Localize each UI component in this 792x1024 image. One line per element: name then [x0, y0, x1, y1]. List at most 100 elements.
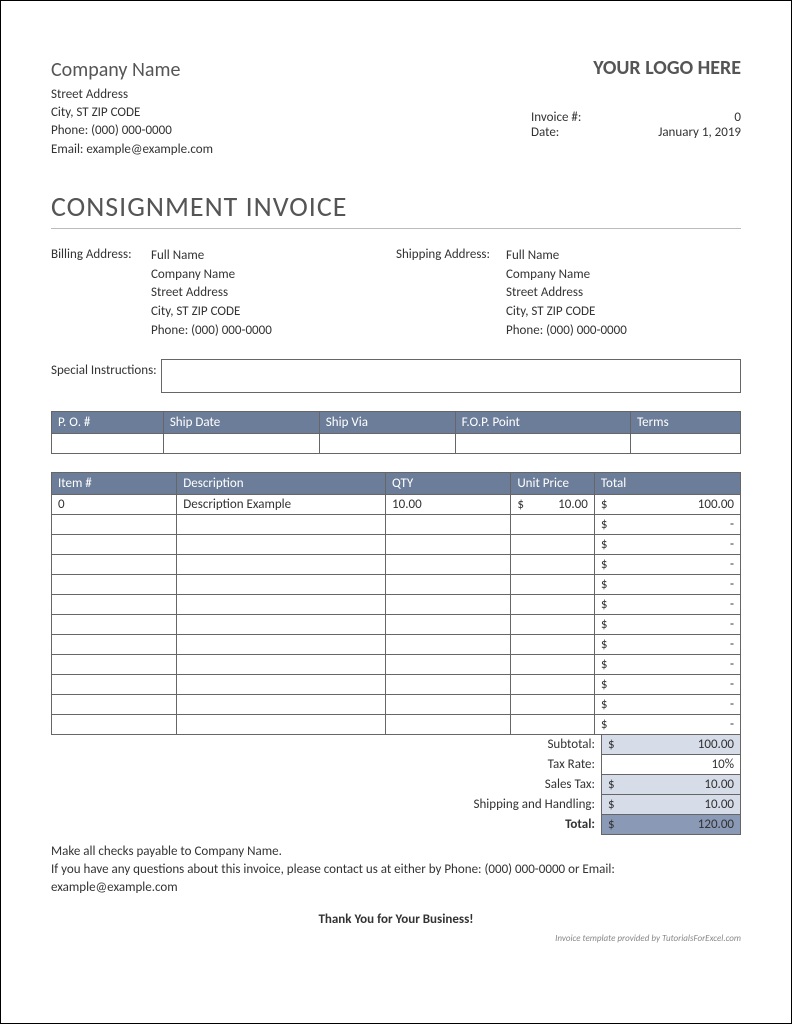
- item-cell[interactable]: [177, 594, 386, 614]
- item-cell[interactable]: [177, 554, 386, 574]
- unit-price-cell[interactable]: [511, 634, 595, 654]
- po-header: P. O. #: [52, 411, 164, 433]
- items-header: Unit Price: [511, 472, 595, 494]
- total-value: $120.00: [601, 815, 741, 835]
- unit-price-cell[interactable]: [511, 534, 595, 554]
- item-cell[interactable]: [386, 674, 511, 694]
- po-cell[interactable]: [52, 433, 164, 453]
- shipping-address: Shipping Address: Full Name Company Name…: [396, 247, 741, 341]
- company-phone: Phone: (000) 000-0000: [51, 122, 213, 140]
- table-row: $-: [52, 714, 741, 734]
- item-cell[interactable]: [52, 714, 177, 734]
- item-cell[interactable]: [177, 654, 386, 674]
- logo-block: YOUR LOGO HERE Invoice #: 0 Date: Januar…: [531, 56, 741, 159]
- item-cell[interactable]: [386, 714, 511, 734]
- footer-notes: Make all checks payable to Company Name.…: [51, 843, 741, 898]
- table-row: $-: [52, 514, 741, 534]
- item-cell[interactable]: [386, 614, 511, 634]
- po-table: P. O. #Ship DateShip ViaF.O.P. PointTerm…: [51, 411, 741, 454]
- po-cell[interactable]: [319, 433, 455, 453]
- taxrate-label: Tax Rate:: [51, 755, 601, 775]
- unit-price-cell[interactable]: [511, 654, 595, 674]
- document-title: CONSIGNMENT INVOICE: [51, 189, 741, 224]
- item-cell[interactable]: [386, 594, 511, 614]
- company-email: Email: example@example.com: [51, 141, 213, 159]
- unit-price-cell[interactable]: [511, 714, 595, 734]
- total-cell: $100.00: [594, 494, 740, 514]
- item-cell[interactable]: 0: [52, 494, 177, 514]
- items-header: QTY: [386, 472, 511, 494]
- table-row: $-: [52, 634, 741, 654]
- item-cell[interactable]: [52, 534, 177, 554]
- item-cell[interactable]: [177, 714, 386, 734]
- shipping-name: Full Name: [506, 247, 627, 266]
- item-cell[interactable]: [52, 514, 177, 534]
- shipping-phone: Phone: (000) 000-0000: [506, 322, 627, 341]
- po-cell[interactable]: [455, 433, 630, 453]
- special-box[interactable]: [161, 359, 741, 393]
- unit-price-cell[interactable]: [511, 614, 595, 634]
- table-row: 0Description Example10.00$10.00$100.00: [52, 494, 741, 514]
- po-cell[interactable]: [163, 433, 319, 453]
- item-cell[interactable]: [52, 574, 177, 594]
- item-cell[interactable]: [177, 534, 386, 554]
- title-rule: [51, 228, 741, 229]
- summary: Subtotal: $100.00 Tax Rate: 10% Sales Ta…: [51, 735, 741, 835]
- item-cell[interactable]: [386, 634, 511, 654]
- invoice-meta: Invoice #: 0 Date: January 1, 2019: [531, 110, 741, 140]
- item-cell[interactable]: [52, 694, 177, 714]
- item-cell[interactable]: 10.00: [386, 494, 511, 514]
- total-cell: $-: [594, 554, 740, 574]
- item-cell[interactable]: Description Example: [177, 494, 386, 514]
- item-cell[interactable]: [52, 654, 177, 674]
- shipping-handling-value: $10.00: [601, 795, 741, 815]
- item-cell[interactable]: [386, 694, 511, 714]
- item-cell[interactable]: [52, 554, 177, 574]
- company-city: City, ST ZIP CODE: [51, 104, 213, 122]
- shipping-handling-label: Shipping and Handling:: [51, 795, 601, 815]
- po-cell[interactable]: [631, 433, 741, 453]
- item-cell[interactable]: [177, 674, 386, 694]
- item-cell[interactable]: [386, 574, 511, 594]
- total-cell: $-: [594, 694, 740, 714]
- unit-price-cell[interactable]: [511, 574, 595, 594]
- company-block: Company Name Street Address City, ST ZIP…: [51, 56, 213, 159]
- total-cell: $-: [594, 674, 740, 694]
- po-header: Ship Via: [319, 411, 455, 433]
- item-cell[interactable]: [386, 654, 511, 674]
- items-table: Item #DescriptionQTYUnit PriceTotal 0Des…: [51, 472, 741, 735]
- item-cell[interactable]: [177, 574, 386, 594]
- shipping-street: Street Address: [506, 284, 627, 303]
- item-cell[interactable]: [177, 514, 386, 534]
- item-cell[interactable]: [177, 634, 386, 654]
- company-name: Company Name: [51, 56, 213, 84]
- invoice-number-label: Invoice #:: [531, 110, 581, 125]
- items-header: Total: [594, 472, 740, 494]
- table-row: $-: [52, 674, 741, 694]
- item-cell[interactable]: [52, 594, 177, 614]
- subtotal-label: Subtotal:: [51, 735, 601, 755]
- item-cell[interactable]: [177, 694, 386, 714]
- item-cell[interactable]: [52, 634, 177, 654]
- table-row: $-: [52, 554, 741, 574]
- total-cell: $-: [594, 634, 740, 654]
- unit-price-cell[interactable]: [511, 514, 595, 534]
- shipping-label: Shipping Address:: [396, 247, 506, 341]
- billing-phone: Phone: (000) 000-0000: [151, 322, 272, 341]
- po-header: F.O.P. Point: [455, 411, 630, 433]
- table-row: $-: [52, 654, 741, 674]
- item-cell[interactable]: [52, 614, 177, 634]
- item-cell[interactable]: [52, 674, 177, 694]
- unit-price-cell[interactable]: [511, 594, 595, 614]
- item-cell[interactable]: [386, 534, 511, 554]
- unit-price-cell[interactable]: [511, 554, 595, 574]
- unit-price-cell[interactable]: $10.00: [511, 494, 595, 514]
- total-cell: $-: [594, 614, 740, 634]
- item-cell[interactable]: [177, 614, 386, 634]
- item-cell[interactable]: [386, 514, 511, 534]
- item-cell[interactable]: [386, 554, 511, 574]
- total-cell: $-: [594, 514, 740, 534]
- unit-price-cell[interactable]: [511, 674, 595, 694]
- table-row: $-: [52, 694, 741, 714]
- unit-price-cell[interactable]: [511, 694, 595, 714]
